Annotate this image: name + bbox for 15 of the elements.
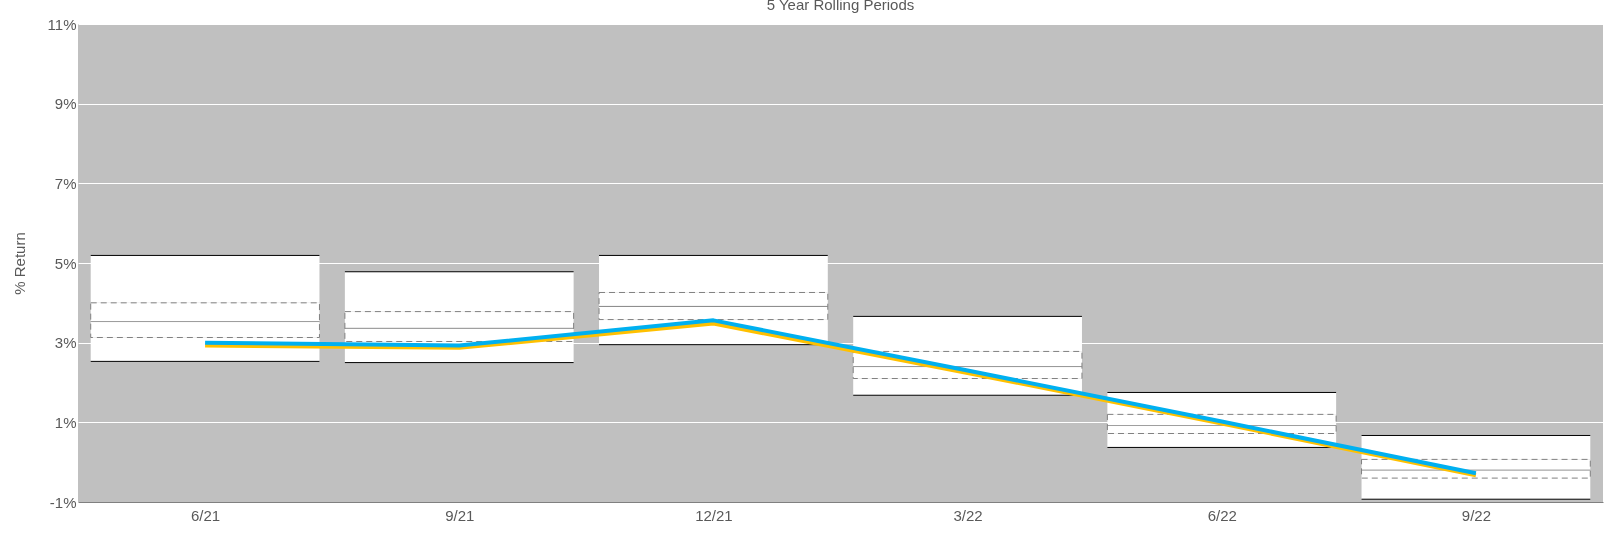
y-tick-label: 7% xyxy=(54,174,77,192)
chart-title: 5 Year Rolling Periods xyxy=(766,0,915,13)
y-tick-label: 3% xyxy=(54,334,77,352)
x-tick-label: 6/21 xyxy=(190,506,221,524)
y-tick-label: 1% xyxy=(54,413,77,431)
x-tick-label: 9/22 xyxy=(1461,506,1492,524)
x-tick-label: 3/22 xyxy=(953,506,983,524)
x-tick-label: 6/22 xyxy=(1207,506,1237,524)
y-tick-label: 11% xyxy=(47,15,77,33)
x-tick-label: 12/21 xyxy=(695,506,733,524)
y-tick-label: 9% xyxy=(54,95,77,113)
y-axis-title: % Return xyxy=(10,232,28,295)
y-tick-label: -1% xyxy=(49,493,77,511)
y-tick-label: 5% xyxy=(54,254,77,272)
x-tick-label: 9/21 xyxy=(445,506,475,524)
